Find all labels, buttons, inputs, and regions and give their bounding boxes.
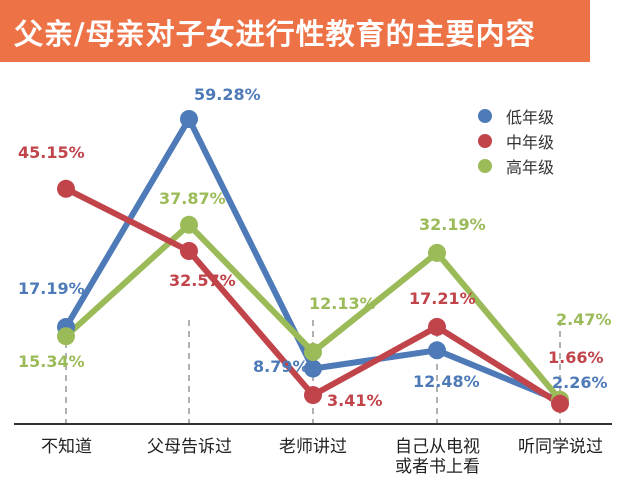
legend-label: 低年级 bbox=[506, 107, 555, 127]
category-label-4: 听同学说过 bbox=[518, 437, 603, 457]
category-label-0: 不知道 bbox=[41, 437, 92, 457]
legend-item-1: 中年级 bbox=[478, 128, 554, 153]
legend: 低年级 中年级 高年级 bbox=[478, 103, 554, 178]
data-label-s0-p3: 12.48% bbox=[413, 372, 480, 392]
legend-swatch bbox=[478, 108, 492, 123]
chart-title: 父亲/母亲对子女进行性教育的主要内容 bbox=[14, 17, 536, 51]
data-label-s2-p0: 15.34% bbox=[18, 352, 85, 372]
data-label-s2-p4: 2.47% bbox=[556, 309, 612, 329]
category-label-3: 自己从电视 或者书上看 bbox=[395, 437, 480, 477]
marker-s0-p2 bbox=[304, 359, 322, 378]
legend-label: 高年级 bbox=[506, 157, 555, 177]
legend-item-2: 高年级 bbox=[478, 153, 554, 178]
marker-s1-p2 bbox=[304, 386, 322, 405]
data-label-s1-p1: 32.57% bbox=[169, 271, 236, 291]
marker-s1-p1 bbox=[180, 242, 198, 260]
marker-s2-p0 bbox=[57, 327, 75, 346]
marker-s0-p1 bbox=[180, 110, 198, 128]
data-label-s2-p1: 37.87% bbox=[159, 188, 226, 208]
data-label-s0-p2: 8.79% bbox=[253, 356, 309, 376]
data-label-s1-p2: 3.41% bbox=[327, 391, 383, 411]
marker-s2-p3 bbox=[428, 243, 446, 262]
marker-s1-p3 bbox=[428, 317, 446, 336]
marker-s1-p4 bbox=[551, 394, 569, 413]
category-label-1: 父母告诉过 bbox=[147, 437, 232, 457]
data-label-s0-p4: 2.26% bbox=[552, 372, 608, 392]
data-label-s1-p0: 45.15% bbox=[18, 142, 85, 162]
legend-swatch bbox=[478, 158, 492, 173]
legend-item-0: 低年级 bbox=[478, 103, 554, 128]
marker-s0-p3 bbox=[428, 341, 446, 360]
category-label-2: 老师讲过 bbox=[279, 437, 347, 457]
legend-label: 中年级 bbox=[506, 132, 555, 152]
data-label-s0-p1: 59.28% bbox=[194, 85, 261, 104]
data-label-s2-p2: 12.13% bbox=[309, 294, 376, 314]
marker-s2-p1 bbox=[180, 215, 198, 234]
marker-s2-p2 bbox=[304, 343, 322, 361]
data-label-s1-p3: 17.21% bbox=[409, 288, 476, 308]
data-label-s0-p0: 17.19% bbox=[18, 279, 85, 299]
legend-swatch bbox=[478, 133, 492, 148]
title-banner: 父亲/母亲对子女进行性教育的主要内容 bbox=[0, 0, 590, 62]
marker-s1-p0 bbox=[57, 179, 75, 198]
data-label-s2-p3: 32.19% bbox=[419, 214, 486, 234]
data-label-s1-p4: 1.66% bbox=[548, 347, 604, 367]
